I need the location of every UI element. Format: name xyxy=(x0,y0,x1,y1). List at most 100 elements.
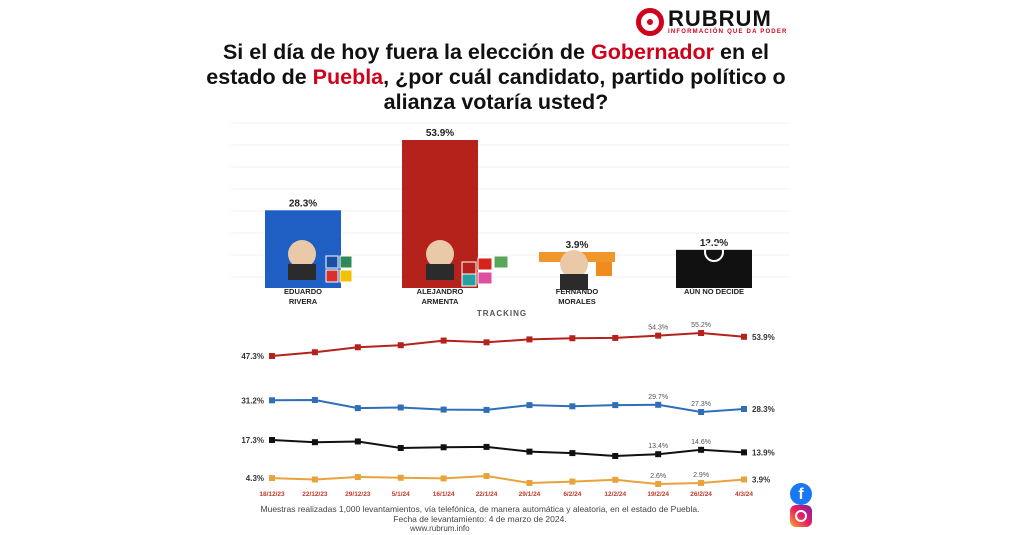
tracking-point-3-3 xyxy=(354,438,361,445)
tracking-annotation-13: 4.3% xyxy=(246,474,264,483)
tracking-x-tick-11: 26/2/24 xyxy=(690,491,712,498)
tracking-point-4-7 xyxy=(526,479,533,486)
tracking-point-2-5 xyxy=(440,406,447,413)
title-highlight-gobernador: Gobernador xyxy=(591,40,715,64)
candidate-label-fernando-morales-1: FERNANDO xyxy=(556,287,599,296)
tracking-annotation-11: 14.6% xyxy=(691,439,711,446)
tracking-point-1-6 xyxy=(483,339,490,346)
tracking-point-1-10 xyxy=(655,332,662,339)
tracking-point-3-7 xyxy=(526,448,533,455)
candidate-label-eduardo-rivera-1: EDUARDO xyxy=(284,287,322,296)
tracking-x-tick-5: 16/1/24 xyxy=(433,491,455,498)
tracking-line-3 xyxy=(271,439,745,458)
title-highlight-puebla: Puebla xyxy=(312,65,384,89)
tracking-point-1-1 xyxy=(269,353,275,359)
tracking-annotation-1: 47.3% xyxy=(241,352,264,361)
tracking-annotation-14: 2.6% xyxy=(650,473,666,480)
bar-value-label-alejandro-armenta: 53.9% xyxy=(426,128,454,139)
tracking-point-3-5 xyxy=(440,444,447,451)
tracking-point-4-1 xyxy=(269,475,275,482)
tracking-point-3-10 xyxy=(655,451,662,458)
tracking-point-1-4 xyxy=(397,342,404,349)
tracking-annotation-12: 13.9% xyxy=(752,448,775,457)
tracking-point-3-1 xyxy=(269,437,275,443)
tracking-point-4-5 xyxy=(440,475,447,482)
tracking-point-3-11 xyxy=(698,446,705,453)
brand-tagline: INFORMACIÓN QUE DA PODER xyxy=(668,29,788,35)
tracking-line-1 xyxy=(271,331,745,357)
candidate-label-alejandro-armenta-2: ARMENTA xyxy=(422,297,460,306)
tracking-point-3-8 xyxy=(569,450,576,457)
candidate-suit-3 xyxy=(560,274,588,290)
tracking-x-tick-7: 29/1/24 xyxy=(519,491,541,498)
tracking-point-2-11 xyxy=(698,409,705,415)
tracking-annotation-2: 54.3% xyxy=(648,325,668,332)
methodology-footnote: Muestras realizadas 1,000 levantamientos… xyxy=(190,504,770,524)
party-logo-rivera-3 xyxy=(325,269,339,283)
tracking-point-2-10 xyxy=(655,401,662,408)
tracking-point-1-3 xyxy=(354,344,361,351)
tracking-title: TRACKING xyxy=(477,309,527,318)
tracking-point-1-7 xyxy=(526,336,533,343)
party-logo-armenta-1 xyxy=(461,261,477,275)
tracking-point-2-6 xyxy=(483,406,490,413)
tracking-annotation-6: 29.7% xyxy=(648,394,668,401)
tracking-point-1-2 xyxy=(311,349,318,356)
tracking-x-tick-3: 29/12/23 xyxy=(345,491,371,498)
tracking-x-tick-9: 12/2/24 xyxy=(604,491,626,498)
candidate-label-eduardo-rivera-2: RIVERA xyxy=(289,297,318,306)
tracking-point-2-12 xyxy=(741,406,747,412)
tracking-annotation-3: 55.2% xyxy=(691,322,711,329)
tracking-x-tick-6: 22/1/24 xyxy=(476,491,498,498)
tracking-annotation-4: 53.9% xyxy=(752,333,775,342)
title-text-2: en el estado de xyxy=(206,40,770,89)
instagram-icon[interactable] xyxy=(790,505,812,527)
tracking-x-tick-2: 22/12/23 xyxy=(302,491,328,498)
party-logo-rivera-1 xyxy=(325,255,339,269)
tracking-annotation-15: 2.9% xyxy=(693,472,709,479)
tracking-annotation-5: 31.2% xyxy=(241,396,264,405)
tracking-point-1-8 xyxy=(569,335,576,342)
facebook-icon[interactable]: f xyxy=(790,483,812,505)
person-silhouette-icon xyxy=(704,242,724,262)
tracking-point-4-2 xyxy=(311,476,318,483)
party-logo-morales xyxy=(596,262,612,276)
tracking-point-4-11 xyxy=(698,479,705,486)
tracking-point-3-4 xyxy=(397,445,404,451)
tracking-x-tick-10: 19/2/24 xyxy=(647,491,669,498)
tracking-point-1-5 xyxy=(440,337,447,344)
tracking-point-3-12 xyxy=(741,449,747,456)
tracking-point-2-7 xyxy=(526,402,533,409)
tracking-line-2 xyxy=(271,398,745,414)
tracking-annotation-10: 13.4% xyxy=(648,443,668,450)
footnote-line-1: Muestras realizadas 1,000 levantamientos… xyxy=(260,504,700,514)
candidate-photo-2 xyxy=(426,240,454,268)
bar-a-n-no-decide xyxy=(676,249,752,288)
tracking-line-4 xyxy=(271,474,745,486)
website-link[interactable]: www.rubrum.info xyxy=(410,524,470,533)
tracking-point-2-9 xyxy=(612,402,619,409)
tracking-x-tick-1: 18/12/23 xyxy=(259,491,285,498)
tracking-annotation-9: 17.3% xyxy=(241,436,264,445)
party-logo-armenta-2 xyxy=(477,257,493,271)
candidate-label-alejandro-armenta-1: ALEJANDRO xyxy=(417,287,464,296)
tracking-point-3-6 xyxy=(483,443,490,450)
candidate-label-fernando-morales-2: MORALES xyxy=(558,297,596,306)
tracking-x-tick-8: 6/2/24 xyxy=(563,491,581,498)
tracking-point-4-4 xyxy=(397,474,404,481)
party-logo-armenta-5 xyxy=(477,271,493,285)
tracking-point-3-2 xyxy=(311,439,318,446)
tracking-point-1-11 xyxy=(698,330,705,336)
tracking-x-tick-12: 4/3/24 xyxy=(735,491,753,498)
tracking-point-2-3 xyxy=(354,405,361,412)
candidate-suit-1 xyxy=(288,264,316,280)
bar-value-label-fernando-morales: 3.9% xyxy=(566,240,589,251)
tracking-x-tick-4: 5/1/24 xyxy=(392,491,410,498)
candidate-photo-3 xyxy=(560,250,588,278)
rubrum-logo-icon xyxy=(636,8,664,36)
tracking-annotation-8: 28.3% xyxy=(752,405,775,414)
tracking-point-4-12 xyxy=(741,476,747,483)
brand-name: RUBRUM xyxy=(668,6,772,31)
tracking-point-4-10 xyxy=(655,481,662,487)
